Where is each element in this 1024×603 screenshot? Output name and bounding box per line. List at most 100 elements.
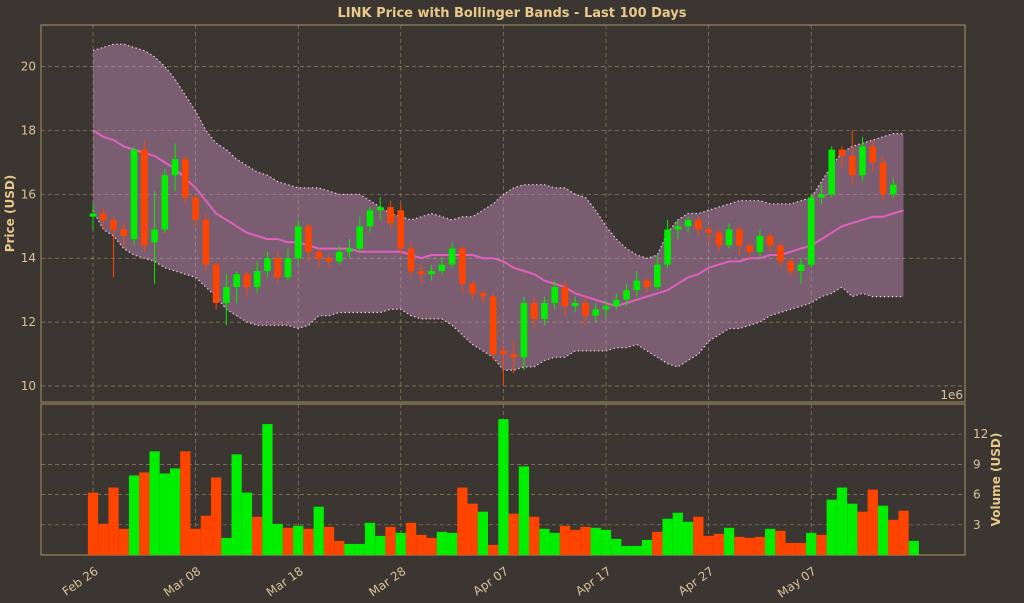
volume-bar (457, 487, 468, 555)
candle-body (725, 229, 733, 246)
candle-body (623, 290, 630, 300)
volume-bar (139, 472, 150, 555)
volume-bar (344, 543, 355, 555)
volume-bar (190, 528, 201, 555)
candle-body (736, 229, 743, 246)
candle-body (705, 229, 712, 233)
candle-body (756, 235, 764, 252)
candle-body (807, 197, 815, 265)
candle-body (654, 264, 661, 287)
candle-body (766, 235, 774, 246)
candle-body (489, 296, 497, 355)
price-panel-frame (40, 24, 966, 403)
candle-body (151, 229, 158, 243)
volume-bar (159, 473, 170, 555)
x-tick-label: Mar 18 (264, 564, 306, 599)
candle-body (305, 226, 312, 252)
candle-body (438, 264, 446, 272)
volume-bar (405, 522, 417, 555)
volume-bar (385, 526, 396, 555)
volume-bar (795, 542, 807, 555)
volume-bar (498, 419, 509, 555)
volume-bar (108, 487, 119, 555)
volume-bar (877, 505, 889, 555)
volume-bar (744, 537, 755, 555)
volume-bar (765, 528, 776, 555)
candle-body (110, 219, 117, 230)
candle-body (346, 248, 353, 252)
volume-bar (682, 521, 694, 555)
candle-body (797, 264, 805, 272)
candle-body (602, 306, 610, 310)
candle-body (376, 207, 384, 211)
x-tick-label: Apr 17 (573, 564, 614, 598)
candle-body (264, 258, 271, 272)
volume-bar (334, 540, 345, 555)
volume-bar (621, 545, 632, 555)
volume-bar (200, 515, 211, 555)
volume-bar (631, 545, 642, 555)
volume-bar (529, 516, 540, 555)
candle-body (715, 232, 723, 246)
candle-body (130, 149, 138, 240)
candle-body (520, 302, 528, 358)
volume-bar (867, 489, 878, 555)
candle-body (510, 354, 517, 358)
candle-body (335, 251, 343, 262)
volume-bar (477, 511, 489, 555)
candle-body (695, 219, 702, 230)
candle-body (612, 299, 620, 307)
candle-body (274, 258, 281, 278)
volume-bar (570, 529, 581, 555)
candle-body (746, 245, 753, 252)
candle-body (99, 213, 107, 220)
volume-bar (713, 533, 724, 555)
candle-body (869, 146, 877, 163)
candle-body (212, 264, 220, 303)
volume-bar (672, 512, 683, 555)
price-tick-label: 20 (21, 60, 36, 74)
candle-body (315, 251, 323, 259)
bollinger-lower-line (92, 210, 904, 371)
volume-bar (826, 499, 837, 555)
volume-bar (600, 529, 612, 555)
x-tick-label: Feb 26 (60, 564, 101, 599)
candle-body (561, 286, 569, 307)
volume-bar (149, 451, 160, 555)
price-tick-label: 16 (21, 187, 36, 201)
candle-body (889, 184, 897, 195)
volume-bar (467, 503, 478, 555)
volume-bar (446, 532, 458, 555)
price-axis-label: Price (USD) (3, 175, 17, 253)
volume-bar (806, 532, 817, 555)
candle-body (366, 210, 374, 227)
volume-tick-label: 3 (973, 518, 981, 532)
volume-bar (210, 477, 222, 555)
volume-bar (180, 451, 191, 555)
candle-body (530, 302, 538, 319)
volume-bar (98, 523, 109, 555)
volume-bar (775, 530, 786, 555)
candle-body (828, 149, 836, 195)
volume-bar (426, 537, 437, 555)
volume-bar (323, 526, 335, 555)
volume-bar (375, 535, 386, 555)
candle-body (684, 219, 692, 227)
x-tick-label: Mar 28 (366, 564, 408, 599)
volume-bar (354, 543, 365, 555)
volume-bar (303, 528, 314, 555)
candle-body (397, 210, 405, 249)
candle-body (664, 229, 671, 265)
volume-bar (590, 527, 601, 555)
volume-bar (723, 527, 735, 555)
candle-body (479, 293, 487, 297)
x-tick-label: Apr 07 (470, 564, 511, 598)
bollinger-band-area (93, 44, 904, 371)
volume-bar (754, 536, 766, 555)
volume-bar (262, 424, 273, 555)
candle-body (643, 280, 651, 287)
volume-bar (416, 534, 427, 555)
volume-bar (169, 468, 181, 555)
volume-tick-label: 6 (973, 488, 981, 502)
volume-bar (559, 525, 571, 555)
